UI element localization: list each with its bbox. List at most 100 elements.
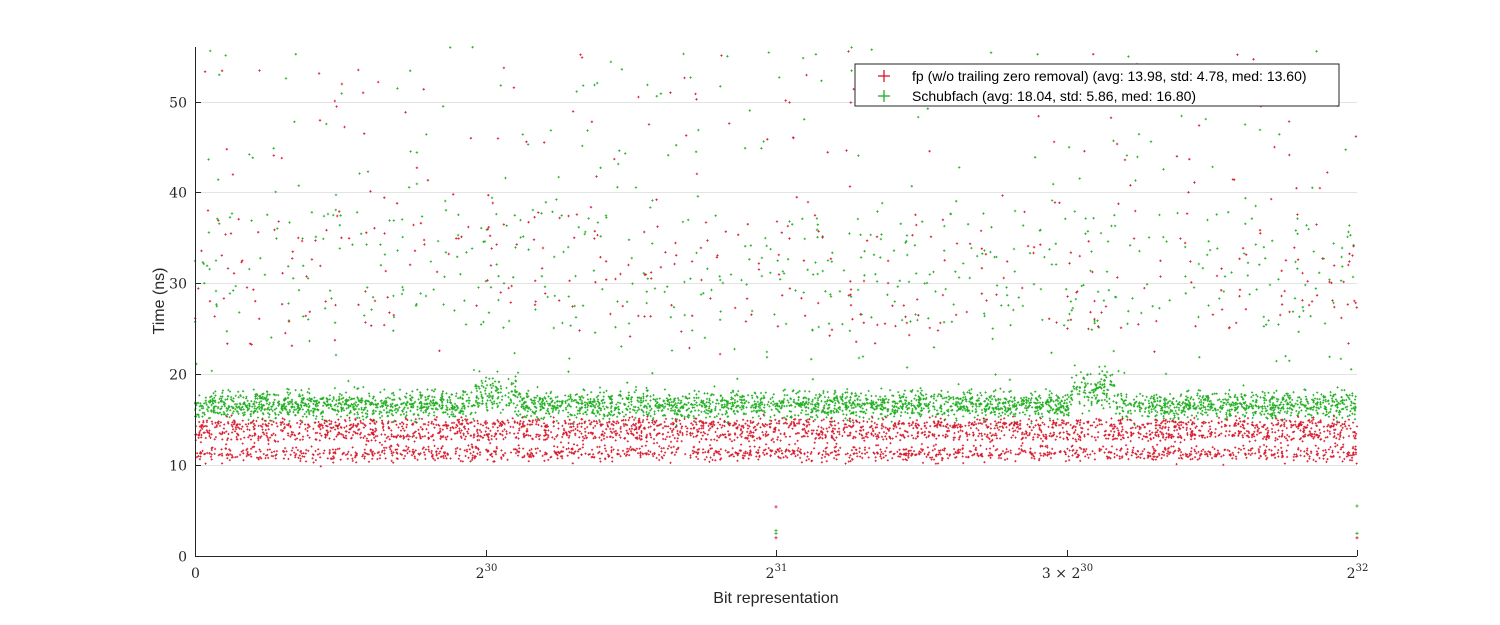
data-point [1138,408,1141,411]
data-point [1168,399,1172,403]
data-point [882,399,885,403]
data-point [548,402,552,405]
data-point [388,397,391,400]
data-point [462,410,465,413]
data-point [468,399,471,402]
data-point [688,397,691,400]
data-point [593,400,596,403]
data-point [1180,393,1183,396]
data-point [1009,389,1012,393]
data-point [637,400,640,403]
data-point [1215,392,1218,395]
data-point [551,410,554,414]
data-point [630,400,633,403]
data-point [1192,398,1195,401]
data-point [763,396,766,399]
data-point [695,393,698,396]
data-point [1177,417,1180,421]
data-point [900,411,903,414]
data-point [1304,395,1307,398]
data-point [1204,408,1207,411]
data-point [697,409,700,412]
data-point [1153,398,1156,401]
data-point [433,414,436,417]
data-point [512,393,515,396]
data-point [457,397,460,400]
data-point [696,404,699,407]
data-point [870,415,873,418]
data-point [856,404,859,407]
data-point [541,406,544,409]
data-point [1163,404,1166,407]
data-point [911,409,914,412]
data-point [495,386,498,389]
data-point [206,410,210,413]
data-point [932,405,935,408]
data-point [852,406,855,409]
data-point [705,408,708,411]
data-point [1056,412,1059,415]
data-point [596,409,599,412]
data-point [1073,381,1076,384]
data-point [742,412,745,415]
data-point [242,390,245,393]
data-point [1015,403,1018,407]
data-point [737,390,740,393]
data-point [255,401,258,404]
data-point [210,395,213,398]
data-point [286,401,290,404]
data-point [751,416,754,419]
data-point [1075,388,1078,391]
data-point [1243,402,1246,405]
data-point [822,407,826,410]
data-point [306,398,309,401]
data-point [1156,399,1159,403]
data-point [1083,395,1086,399]
data-point [1350,400,1353,403]
data-point [1068,400,1071,404]
data-point [1338,409,1341,412]
data-point [1195,414,1198,418]
data-point [1292,391,1295,394]
data-point [310,409,313,412]
data-point [941,413,944,416]
data-point [1048,396,1051,399]
data-point [910,390,913,393]
data-point [893,415,896,418]
data-point [557,411,560,415]
data-point [773,414,776,417]
data-point [420,407,423,410]
data-point [1339,402,1342,405]
data-point [252,388,255,391]
data-point [467,396,471,399]
data-point [847,405,850,408]
data-point [1256,395,1259,398]
data-point [240,408,243,411]
data-point [517,414,520,417]
data-point [608,417,611,420]
data-point [925,396,928,400]
data-point [1202,404,1205,407]
data-point [250,410,253,413]
data-point [1244,414,1247,417]
data-point [395,411,398,414]
data-point [1088,409,1091,412]
data-point [1353,413,1356,416]
data-point [1061,411,1064,414]
data-point [491,394,495,398]
data-point [621,397,624,400]
grid-lines [195,102,1357,466]
data-point [1098,365,1101,368]
data-point [246,404,249,407]
data-point [578,412,581,415]
data-point [999,398,1002,401]
data-point [841,399,844,402]
data-point [685,403,688,406]
data-point [855,414,858,417]
data-point [297,395,301,398]
data-point [1067,395,1070,399]
data-point [558,405,561,408]
data-point [845,413,848,416]
data-point [1083,389,1086,392]
data-point [953,413,956,416]
